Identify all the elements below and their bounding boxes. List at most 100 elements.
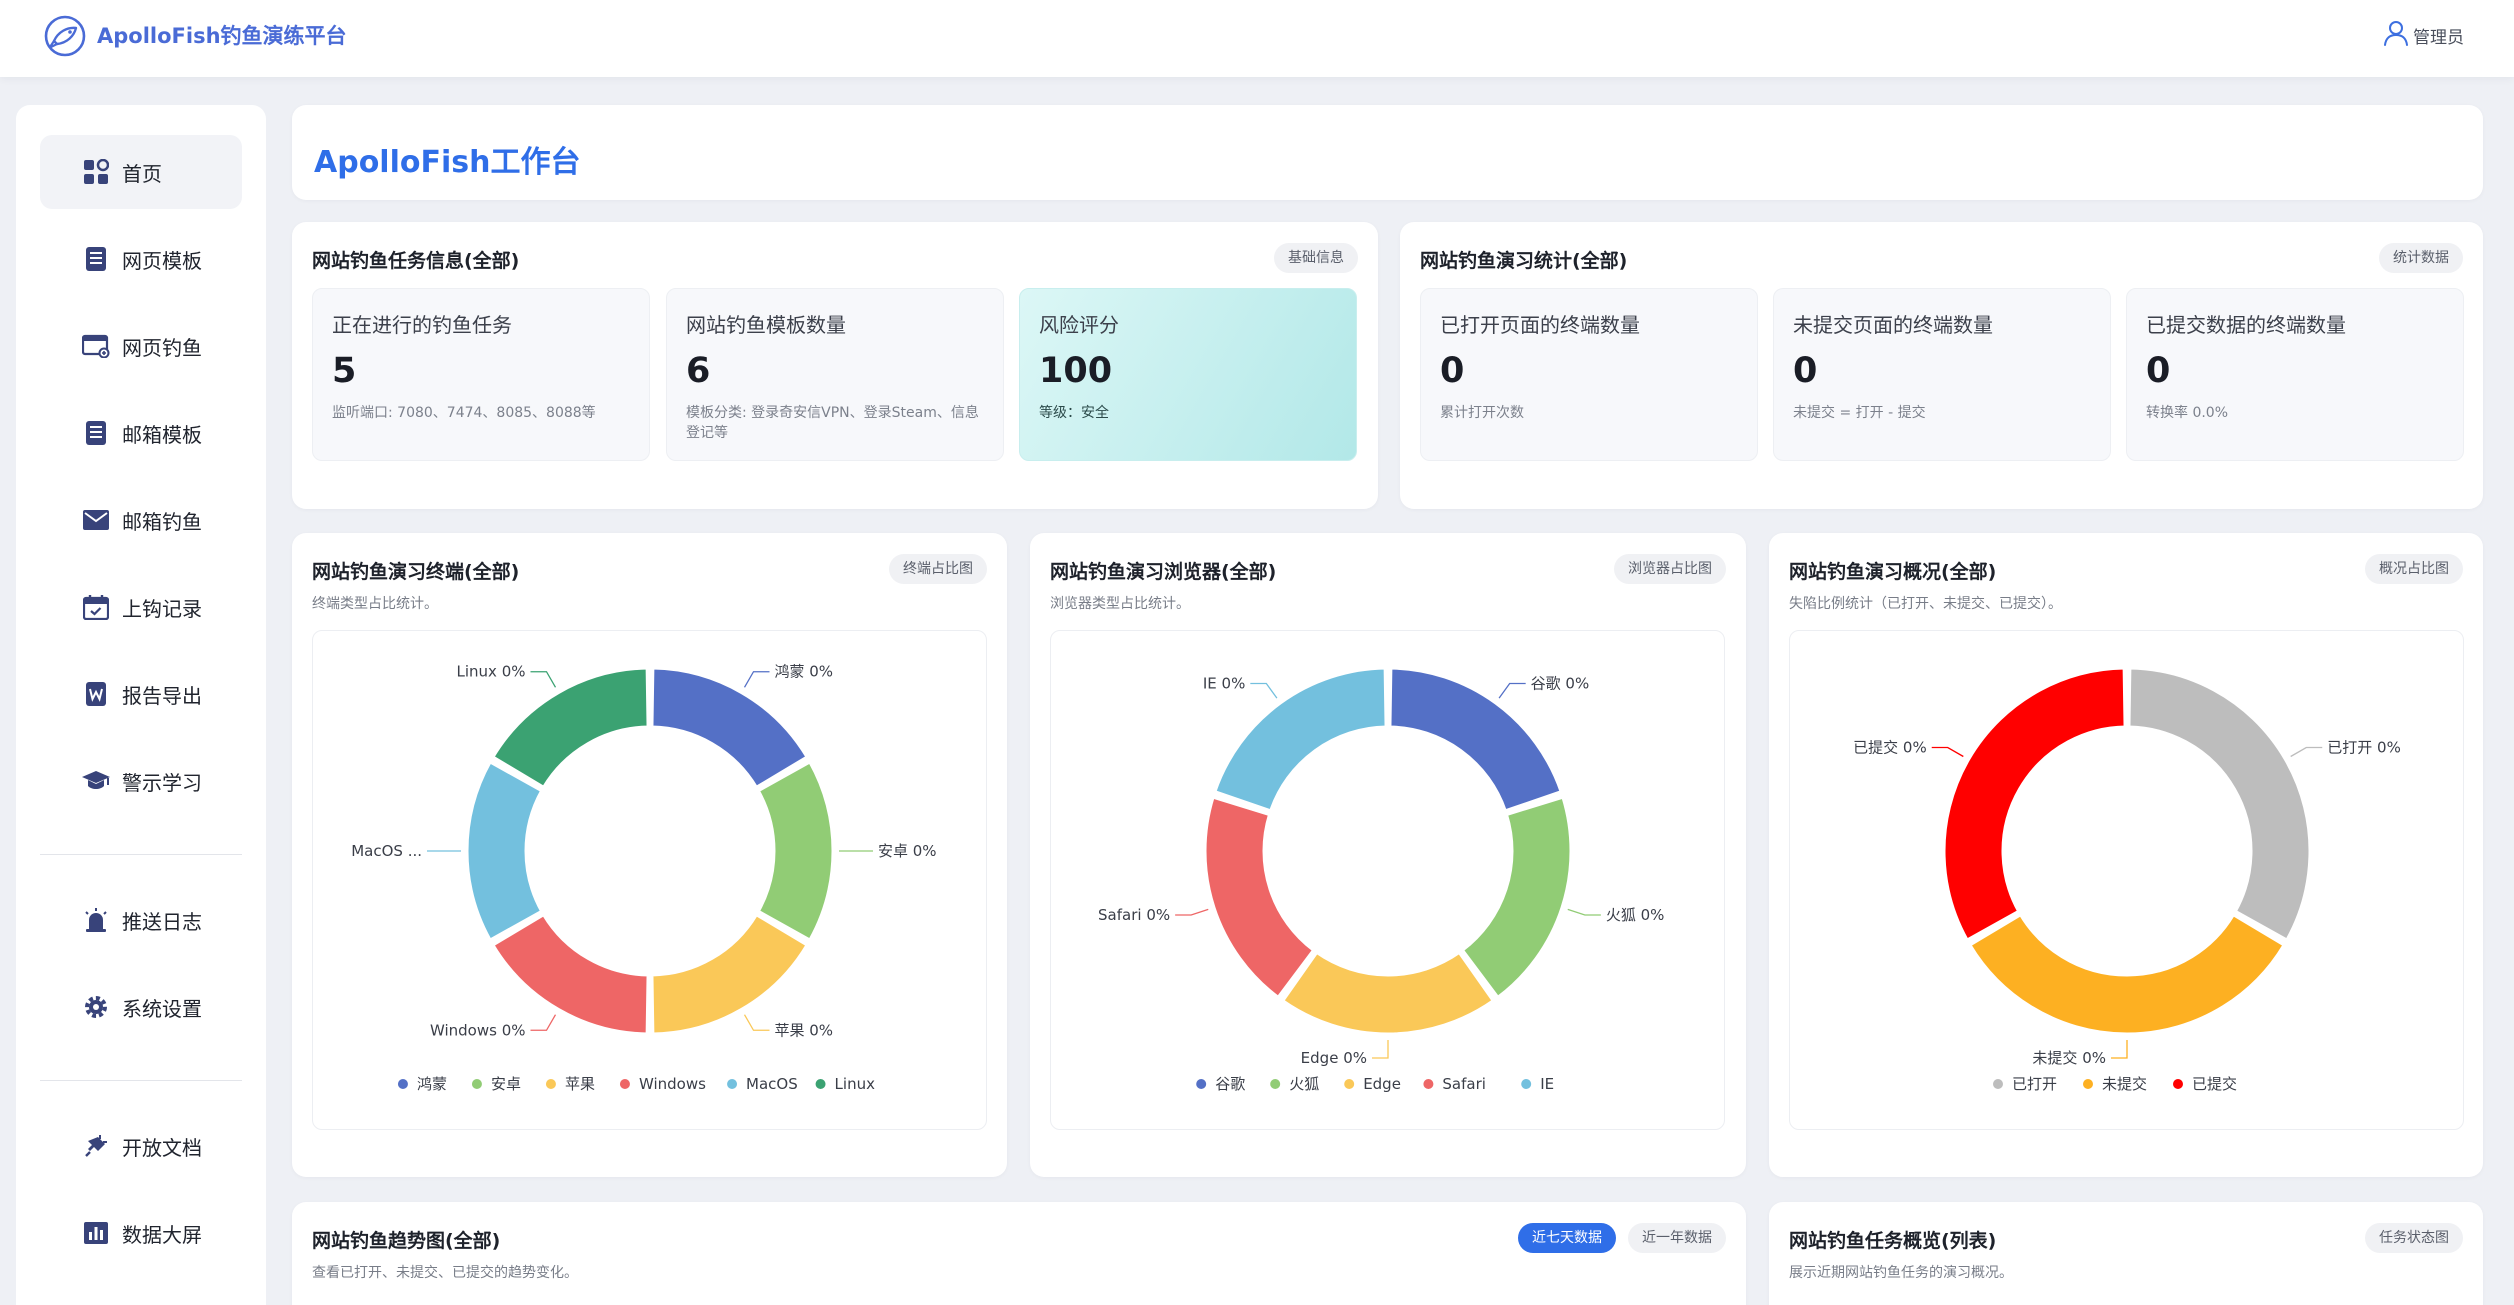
gear-icon <box>81 992 111 1022</box>
sidebar-item-report-export[interactable]: 报告导出 <box>40 657 242 731</box>
slice-label: 谷歌 0% <box>1531 675 1590 693</box>
sidebar-item-hook-records[interactable]: 上钩记录 <box>40 570 242 644</box>
tab-last-year[interactable]: 近一年数据 <box>1628 1223 1726 1253</box>
donut-segment-2[interactable] <box>1942 666 2127 942</box>
chart-tag: 终端占比图 <box>889 554 987 584</box>
tab-last-seven-days[interactable]: 近七天数据 <box>1518 1223 1616 1253</box>
legend-swatch <box>727 1079 738 1089</box>
alarm-light-icon <box>81 905 111 935</box>
sidebar-item-data-screen[interactable]: 数据大屏 <box>40 1196 242 1270</box>
legend-item[interactable]: Windows <box>619 1075 706 1093</box>
legend-item[interactable]: 谷歌 <box>1196 1075 1245 1093</box>
legend-swatch <box>1521 1079 1532 1089</box>
donut-segment-2[interactable] <box>1281 950 1495 1036</box>
legend-item[interactable]: Edge <box>1344 1075 1401 1093</box>
donut-segment-4[interactable] <box>465 760 544 942</box>
stat-note: 未提交 = 打开 - 提交 <box>1793 405 1926 421</box>
browser-window-icon <box>81 331 111 361</box>
donut-segment-1[interactable] <box>756 760 835 942</box>
label-leader-line <box>2111 1040 2128 1059</box>
legend-label: Linux <box>835 1075 876 1093</box>
donut-segment-2[interactable] <box>650 913 809 1036</box>
section-title: 网站钓鱼演习终端(全部) <box>312 561 520 583</box>
browser-donut-chart: 谷歌 0% 火狐 0% Edge 0% Safari 0% IE 0% 谷歌 火狐 Edge S… <box>1050 630 1725 1130</box>
sidebar-divider <box>40 854 242 855</box>
sidebar-item-label: 开放文档 <box>122 1135 202 1160</box>
slice-label: 安卓 0% <box>878 842 937 860</box>
label-leader-line <box>1931 746 1964 758</box>
sidebar-item-open-docs[interactable]: 开放文档 <box>40 1109 242 1183</box>
legend-item[interactable]: IE <box>1521 1075 1554 1093</box>
legend-swatch <box>815 1079 826 1089</box>
document-list-icon <box>81 418 111 448</box>
sidebar-item-settings[interactable]: 系统设置 <box>40 970 242 1044</box>
legend-item[interactable]: 苹果 <box>545 1075 595 1093</box>
donut-segment-5[interactable] <box>491 666 650 789</box>
legend-item[interactable]: MacOS <box>727 1075 798 1093</box>
stat-label: 网站钓鱼模板数量 <box>686 313 846 337</box>
legend-label: Safari <box>1442 1075 1486 1093</box>
legend-item[interactable]: 未提交 <box>2083 1075 2147 1093</box>
stat-value: 5 <box>332 351 357 391</box>
app-title: ApolloFish钓鱼演练平台 <box>97 24 347 48</box>
bar-chart-icon <box>81 1218 111 1248</box>
donut-segment-1[interactable] <box>1968 913 2286 1036</box>
stat-value: 6 <box>686 351 711 391</box>
label-leader-line <box>530 671 557 688</box>
user-menu[interactable]: 管理员 <box>2383 19 2464 52</box>
sidebar-item-label: 网页模板 <box>122 248 202 273</box>
stat-label: 未提交页面的终端数量 <box>1793 313 1993 337</box>
sidebar-item-warning-study[interactable]: 警示学习 <box>40 744 242 818</box>
legend-swatch <box>397 1079 408 1089</box>
legend-label: 鸿蒙 <box>417 1075 447 1093</box>
legend-swatch <box>1196 1079 1207 1089</box>
sidebar-item-mail-template[interactable]: 邮箱模板 <box>40 396 242 470</box>
legend-swatch <box>1344 1079 1355 1089</box>
label-leader-line <box>1567 908 1601 916</box>
stat-value: 0 <box>1440 351 1465 391</box>
legend-item[interactable]: 已提交 <box>2173 1075 2237 1093</box>
user-icon <box>2383 19 2409 52</box>
slice-label: MacOS ... <box>351 842 422 860</box>
donut-segment-0[interactable] <box>650 666 809 789</box>
donut-segment-0[interactable] <box>1388 666 1563 813</box>
donut-chart-svg: 谷歌 0% 火狐 0% Edge 0% Safari 0% IE 0% 谷歌 火狐 Edge S… <box>1098 666 1665 1093</box>
legend-item[interactable]: 安卓 <box>471 1075 521 1093</box>
mail-icon <box>81 505 111 535</box>
drill-stats-card: 网站钓鱼演习统计(全部) 统计数据 已打开页面的终端数量 0 累计打开次数 未提… <box>1400 222 2483 509</box>
label-leader-line <box>1250 682 1278 699</box>
donut-segment-3[interactable] <box>491 913 650 1036</box>
donut-segment-4[interactable] <box>1213 666 1388 813</box>
donut-segment-0[interactable] <box>2127 666 2312 942</box>
stat-label: 已提交数据的终端数量 <box>2146 313 2346 337</box>
sidebar-item-home[interactable]: 首页 <box>40 135 242 209</box>
page-title: ApolloFish工作台 <box>314 145 581 180</box>
stat-card-opened: 已打开页面的终端数量 0 累计打开次数 <box>1420 288 1758 461</box>
legend-item[interactable]: Linux <box>815 1075 876 1093</box>
legend-item[interactable]: 鸿蒙 <box>397 1075 447 1093</box>
legend-label: 已打开 <box>2012 1075 2057 1093</box>
legend-label: IE <box>1540 1075 1554 1093</box>
sidebar-item-mail-phishing[interactable]: 邮箱钓鱼 <box>40 483 242 557</box>
donut-segment-3[interactable] <box>1203 795 1316 999</box>
legend-item[interactable]: 已打开 <box>1993 1075 2057 1093</box>
stat-card-not-submitted: 未提交页面的终端数量 0 未提交 = 打开 - 提交 <box>1773 288 2111 461</box>
legend-item[interactable]: 火狐 <box>1270 1075 1319 1093</box>
sidebar-item-web-phishing[interactable]: 网页钓鱼 <box>40 309 242 383</box>
sidebar-item-push-log[interactable]: 推送日志 <box>40 883 242 957</box>
section-title: 网站钓鱼任务概览(列表) <box>1789 1230 1997 1252</box>
stat-label: 已打开页面的终端数量 <box>1440 313 1640 337</box>
stat-card-submitted: 已提交数据的终端数量 0 转换率 0.0% <box>2126 288 2464 461</box>
legend-label: MacOS <box>746 1075 798 1093</box>
overview-chart-card: 网站钓鱼演习概况(全部) 概况占比图 失陷比例统计（已打开、未提交、已提交）。 … <box>1769 533 2483 1177</box>
sidebar-divider <box>40 1080 242 1081</box>
slice-label: 火狐 0% <box>1606 906 1665 924</box>
sidebar-item-label: 首页 <box>122 161 162 186</box>
donut-segment-1[interactable] <box>1460 795 1573 999</box>
legend-item[interactable]: Safari <box>1423 1075 1486 1093</box>
sidebar-item-label: 网页钓鱼 <box>122 335 202 360</box>
section-subtitle: 终端类型占比统计。 <box>312 596 438 612</box>
slice-label: 已提交 0% <box>1853 739 1927 757</box>
stats-data-tag: 统计数据 <box>2379 243 2463 273</box>
sidebar-item-web-template[interactable]: 网页模板 <box>40 222 242 296</box>
